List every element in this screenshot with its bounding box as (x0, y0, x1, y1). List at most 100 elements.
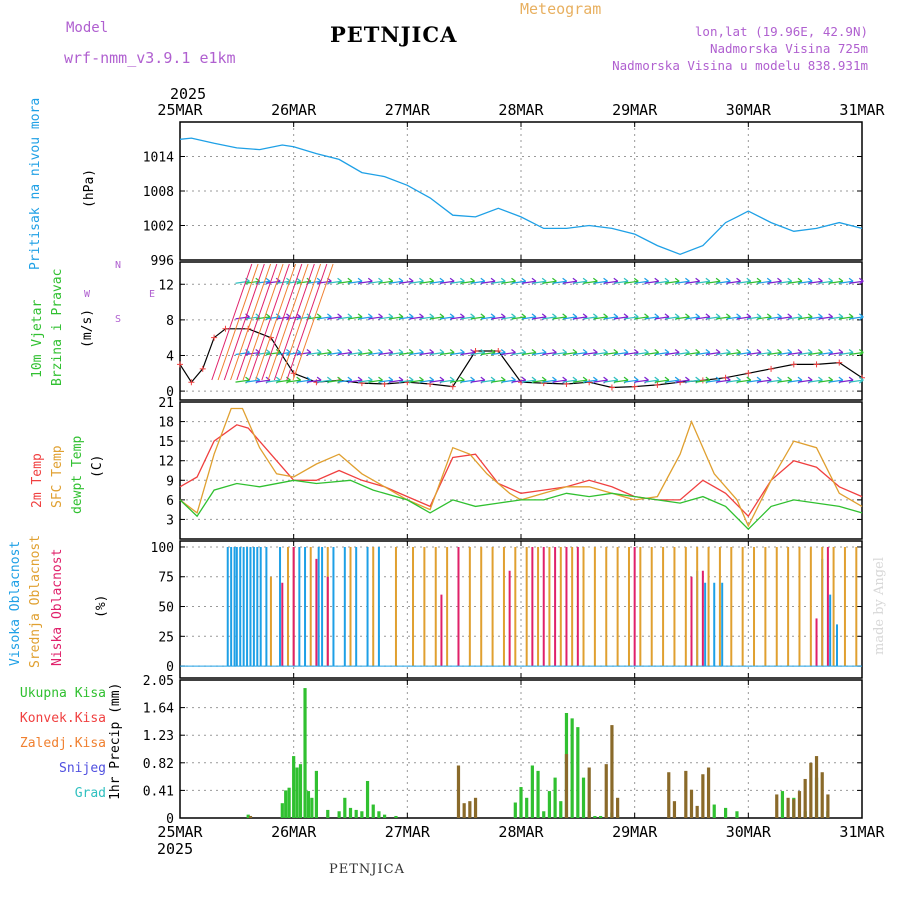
precip-bar (377, 811, 381, 818)
precip-bar (468, 801, 472, 818)
precip-bar (287, 787, 291, 818)
precip-bar (530, 765, 534, 818)
wind-hatch (267, 263, 309, 381)
legend-snow: Snijeg (59, 761, 106, 776)
pressure-ytick-label: 1002 (143, 220, 174, 235)
precip-bar (536, 770, 540, 818)
precip-ytick-label: 0.82 (143, 757, 174, 772)
precip-bar (712, 804, 716, 818)
wind-gust-marker (631, 383, 638, 390)
precip-bar (513, 802, 517, 818)
wind-hatch (236, 263, 278, 381)
precip-bar (701, 774, 705, 818)
legend-convective-rain: Konvek.Kisa (19, 711, 106, 726)
temp-ytick-label: 21 (158, 396, 174, 411)
time-label-bottom: 29MAR (612, 823, 658, 841)
precip-bar (559, 801, 563, 818)
time-label-top: 30MAR (726, 101, 772, 119)
footer-station: PETNJICA (329, 862, 405, 877)
wind-gust-marker (381, 380, 388, 387)
compass-east: E (149, 289, 155, 300)
precip-bar (581, 777, 586, 818)
precip-bar (672, 801, 677, 818)
cloud-frame (179, 540, 863, 679)
wind-hatch (217, 263, 259, 381)
wind-gust-marker (654, 381, 661, 388)
wind-ytick-label: 12 (158, 278, 174, 293)
wind-gust-marker (540, 380, 547, 387)
time-label-bottom: 26MAR (271, 823, 317, 841)
precip-bar (547, 791, 552, 818)
precip-panel: 2.05 1.64 1.23 0.82 0.41 0 (143, 674, 863, 827)
time-label-top: 25MAR (157, 101, 203, 119)
precip-bar (786, 797, 790, 818)
wind-hatch (211, 263, 253, 381)
meteogram-title: Meteogram (520, 0, 602, 18)
wind-gust-marker (222, 325, 229, 332)
precip-bar (809, 762, 813, 818)
time-label-top: 26MAR (271, 101, 317, 119)
precip-bar (610, 725, 614, 818)
precip-bar (343, 797, 347, 818)
wind-compass: N W E S (84, 260, 155, 325)
temp-ytick-label: 3 (166, 513, 174, 528)
precip-bar (826, 794, 830, 818)
precip-bar (706, 767, 711, 818)
precip-bar (248, 815, 253, 818)
precip-bar (667, 772, 671, 818)
precip-bar (365, 780, 370, 818)
cloud-panel: 100 75 50 25 0 (151, 540, 863, 679)
wind-gust-marker (199, 365, 206, 372)
cloud-ytick-label: 75 (158, 571, 174, 586)
compass-west: W (84, 289, 91, 300)
temp-ytick-label: 9 (166, 474, 174, 489)
temp-ytick-label: 6 (166, 494, 174, 509)
precip-bar (689, 789, 694, 818)
precip-bar (519, 787, 523, 818)
precip-bar (814, 756, 819, 818)
precip-bar (604, 764, 608, 818)
wind-gust-marker (790, 361, 797, 368)
legend-total-rain: Ukupna Kisa (19, 686, 106, 701)
precip-bar (383, 814, 387, 818)
precip-bar (616, 797, 620, 818)
cloud-ytick-label: 25 (158, 630, 174, 645)
wind-arrow (849, 349, 864, 356)
precip-bar (306, 791, 311, 818)
wind-gust-marker (449, 383, 456, 390)
time-label-top: 29MAR (612, 101, 658, 119)
precip-ytick-label: 1.64 (143, 702, 174, 717)
precip-bar (284, 790, 288, 818)
pressure-line (179, 137, 863, 255)
time-label-top: 31MAR (839, 101, 885, 119)
precip-ytick-label: 1.23 (143, 729, 174, 744)
precip-bar (598, 815, 603, 818)
wind-gust-marker (586, 379, 593, 386)
precip-ytick-label: 0 (166, 812, 174, 827)
precip-bar (456, 765, 461, 818)
precip-bar (462, 803, 466, 818)
wind-hatch (286, 263, 328, 381)
precip-bar (542, 811, 546, 818)
precip-bar (394, 815, 398, 818)
precip-bar (684, 770, 688, 818)
precip-bar (564, 754, 569, 818)
wind-hatch (230, 263, 272, 381)
compass-north: N (115, 260, 121, 271)
precip-ytick-label: 2.05 (143, 674, 174, 689)
legend-freezing-rain: Zaledj.Kisa (19, 736, 106, 751)
wind-frame (179, 261, 863, 401)
precip-bar (576, 727, 580, 818)
model-label: Model (66, 20, 109, 36)
wind-gust-marker (177, 361, 183, 368)
precip-bar (525, 797, 529, 818)
time-label-bottom: 27MAR (385, 823, 431, 841)
precip-bar (314, 770, 318, 818)
time-label-top: 27MAR (385, 101, 431, 119)
pressure-ytick-label: 1014 (143, 151, 174, 166)
precip-bar (724, 807, 728, 818)
wind-gust-marker (768, 365, 775, 372)
legend-hail: Grad (74, 786, 106, 801)
model-elevation-label: Nadmorska Visina u modelu 838.931m (612, 58, 868, 73)
